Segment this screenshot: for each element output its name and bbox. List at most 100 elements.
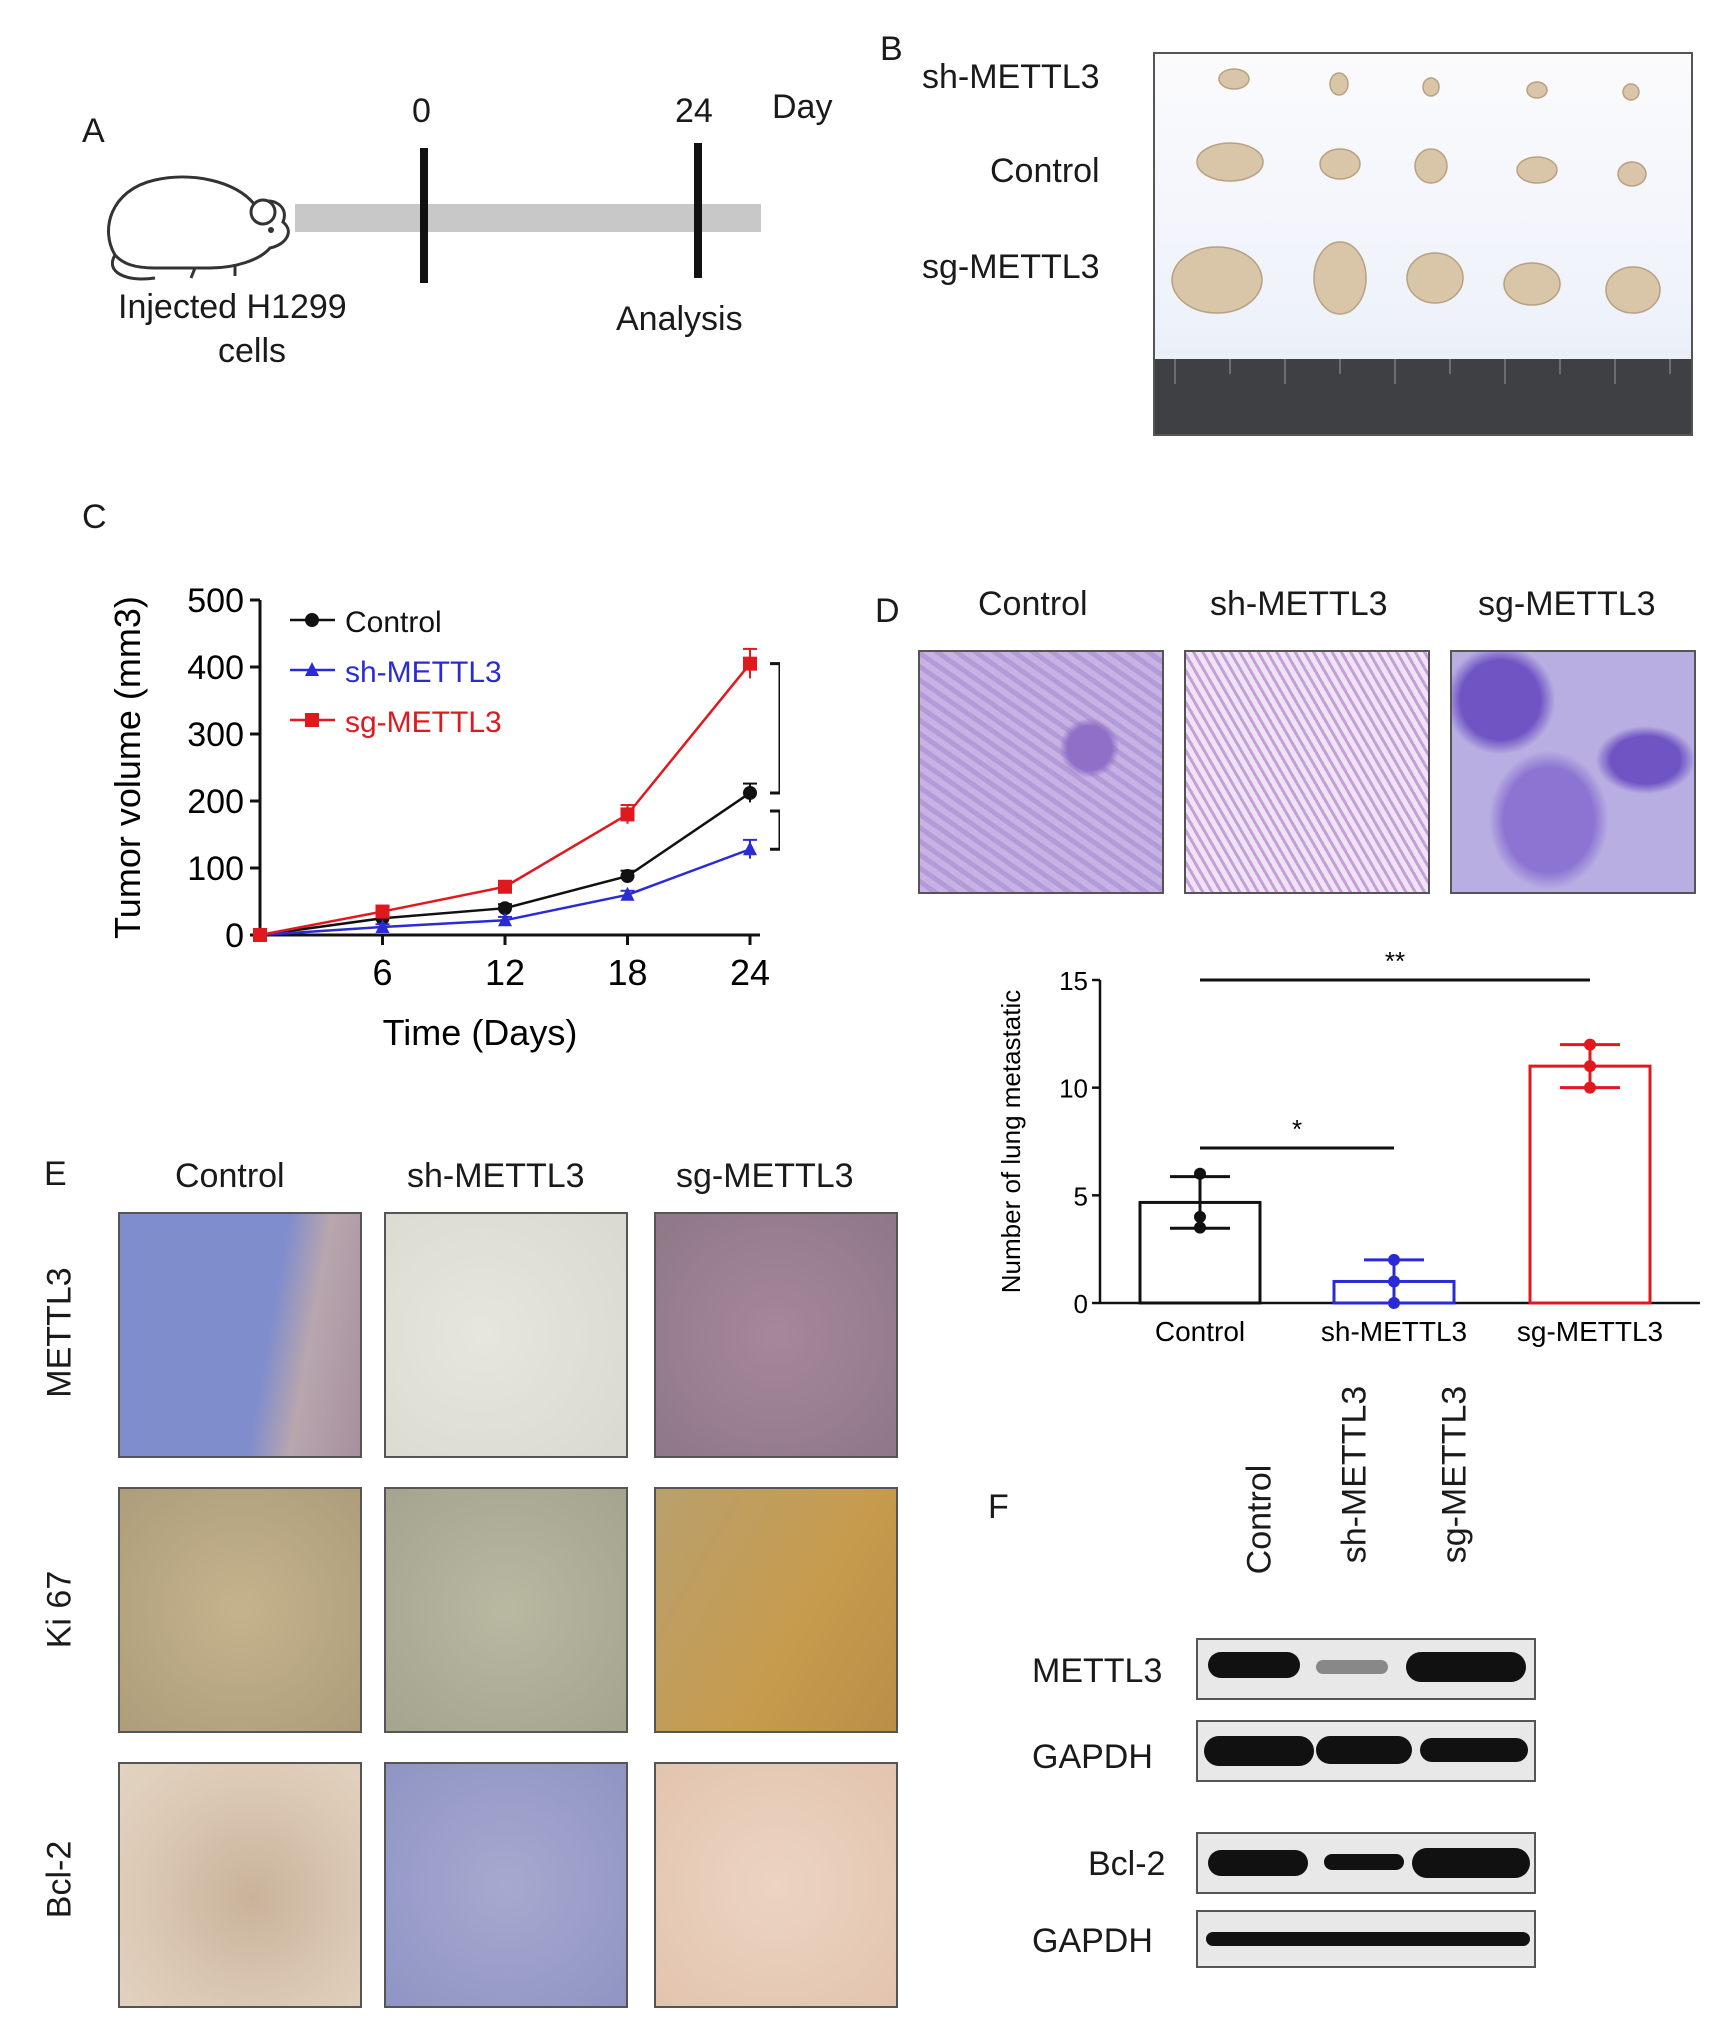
wb-label-gapdh-2: GAPDH <box>1032 1922 1153 1960</box>
wb-col-sh: sh-METTL3 <box>1335 1385 1374 1564</box>
ihc-mettl3-control <box>118 1212 362 1458</box>
band <box>1420 1738 1528 1762</box>
tumor-row-label-sh: sh-METTL3 <box>922 58 1100 96</box>
data-point <box>620 807 635 822</box>
timepoint-24: 24 <box>675 92 713 130</box>
data-point <box>743 841 757 856</box>
data-point <box>1388 1275 1400 1288</box>
wb-blot-gapdh-1 <box>1196 1720 1536 1782</box>
he-image-sg <box>1450 650 1696 894</box>
band <box>1206 1932 1530 1946</box>
timeline-bar <box>295 204 761 232</box>
x-tick-label: 24 <box>730 952 770 993</box>
timepoint-0: 0 <box>412 92 431 130</box>
data-point <box>620 886 635 901</box>
wb-blot-bcl2 <box>1196 1832 1536 1894</box>
data-point <box>1584 1038 1596 1051</box>
band <box>1208 1850 1308 1876</box>
y-axis-title: Tumor volume (mm3) <box>107 596 148 939</box>
he-image-sh <box>1184 650 1430 894</box>
ihc-mettl3-sh <box>384 1212 628 1458</box>
bracket <box>770 809 780 851</box>
panel-label-d: D <box>875 592 900 630</box>
legend-marker <box>305 613 319 627</box>
wb-col-control: Control <box>1240 1464 1279 1575</box>
bar <box>1528 1064 1652 1305</box>
category-label: sg-METTL3 <box>1517 1316 1663 1347</box>
y-tick-label: 300 <box>187 716 244 754</box>
panel-label-e: E <box>44 1155 67 1193</box>
ihc-col-control: Control <box>175 1157 285 1195</box>
timeline-tick-start <box>420 148 428 283</box>
series-line <box>259 662 751 937</box>
y-axis-title: Number of lung metastatic <box>1000 990 1026 1293</box>
data-point <box>1194 1167 1206 1180</box>
he-header-sh: sh-METTL3 <box>1210 585 1388 623</box>
y-tick-label: 500 <box>187 582 244 620</box>
data-point <box>498 912 512 927</box>
data-point <box>1584 1081 1596 1094</box>
data-point <box>1194 1221 1206 1234</box>
tumor-photo <box>1153 52 1693 436</box>
injected-label-2: cells <box>218 332 287 370</box>
y-tick-label: 200 <box>187 783 244 821</box>
significance-label: ** <box>1385 950 1405 976</box>
x-tick-label: 6 <box>372 952 392 993</box>
category-label: sh-METTL3 <box>1321 1316 1467 1347</box>
ihc-row-bcl2: Bcl-2 <box>40 1840 79 1919</box>
significance-label: * <box>1292 1114 1302 1144</box>
wb-col-sg: sg-METTL3 <box>1435 1385 1474 1564</box>
data-point <box>743 785 757 800</box>
wb-label-gapdh-1: GAPDH <box>1032 1738 1153 1776</box>
y-tick-label: 5 <box>1074 1181 1088 1211</box>
data-point <box>743 656 757 671</box>
band <box>1204 1736 1314 1766</box>
tumor-row-label-control: Control <box>990 152 1100 190</box>
tumor-row-label-sg: sg-METTL3 <box>922 248 1100 286</box>
he-image-control <box>918 650 1164 894</box>
data-point <box>1388 1297 1400 1309</box>
data-point <box>498 879 512 894</box>
tumor-photo-graphic <box>1155 68 1691 434</box>
data-point <box>1388 1253 1400 1266</box>
panel-label-f: F <box>988 1488 1009 1526</box>
injected-label: Injected H1299 <box>118 288 347 326</box>
he-header-control: Control <box>978 585 1088 623</box>
legend-label: Control <box>345 606 442 639</box>
timeline-tick-end <box>694 143 702 278</box>
data-point <box>1194 1210 1206 1223</box>
data-point <box>620 869 635 884</box>
panel-label-b: B <box>880 30 903 68</box>
wb-blot-gapdh-2 <box>1196 1910 1536 1968</box>
panel-label-c: C <box>82 498 107 536</box>
data-point <box>498 901 512 916</box>
panel-label-a: A <box>82 112 105 150</box>
lung-metastasis-chart: 0 5 10 15 Number of lung metastatic Control s… <box>1000 950 1700 1347</box>
y-tick-label: 100 <box>187 850 244 888</box>
band <box>1208 1652 1300 1678</box>
wb-label-bcl2: Bcl-2 <box>1088 1845 1166 1883</box>
ihc-ki67-control <box>118 1487 362 1733</box>
ihc-mettl3-sg <box>654 1212 898 1458</box>
x-axis-title: Time (Days) <box>383 1012 578 1053</box>
tumor-volume-chart: 0 100 200 300 400 500 6 12 18 24 Time (Days) Tumor … <box>107 582 780 1053</box>
data-point <box>375 918 390 933</box>
ihc-ki67-sg <box>654 1487 898 1733</box>
y-tick-label: 400 <box>187 649 244 687</box>
band <box>1316 1736 1412 1764</box>
data-point <box>253 928 267 942</box>
wb-label-mettl3: METTL3 <box>1032 1652 1163 1690</box>
x-tick-label: 18 <box>607 952 647 993</box>
ihc-bcl2-control <box>118 1762 362 2008</box>
timeline-unit: Day <box>772 88 833 126</box>
ihc-bcl2-sg <box>654 1762 898 2008</box>
data-point <box>1584 1060 1596 1073</box>
band <box>1324 1854 1404 1870</box>
band <box>1406 1652 1526 1682</box>
legend-marker <box>305 713 319 727</box>
wb-blot-mettl3 <box>1196 1638 1536 1700</box>
ihc-row-mettl3: METTL3 <box>40 1267 79 1398</box>
he-header-sg: sg-METTL3 <box>1478 585 1656 623</box>
legend-marker <box>305 662 319 676</box>
y-tick-label: 0 <box>225 917 244 955</box>
